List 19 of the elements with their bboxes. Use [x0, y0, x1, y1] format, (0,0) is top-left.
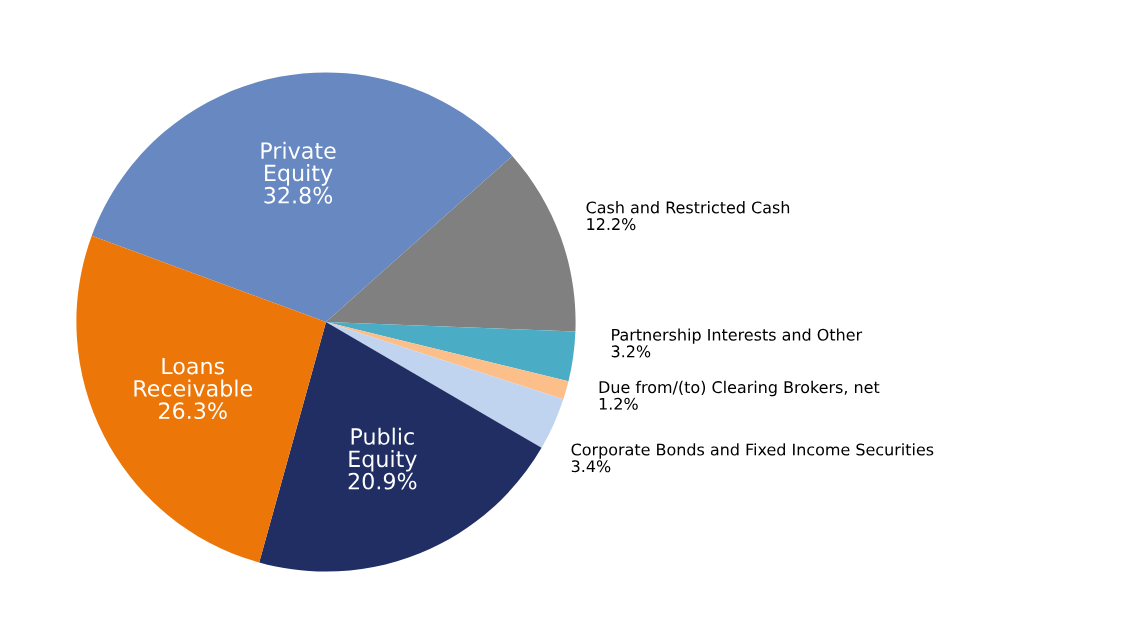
pie-slice: [326, 322, 564, 448]
pie-slice: [259, 322, 542, 572]
data-label: 26.3%: [159, 402, 227, 420]
slice-label: Due from/(to) Clearing Brokers, net: [599, 380, 880, 397]
data-label: 3.4%: [571, 460, 611, 473]
data-label: 32.8%: [264, 186, 333, 204]
pie-slice: [326, 322, 576, 382]
pie-slice: [91, 72, 513, 322]
slice-label: Private Equity: [261, 141, 336, 186]
slice-label: Partnership Interests and Other: [612, 328, 863, 344]
slice-label: Cash and Restricted Cash: [586, 201, 790, 214]
pie-slice: [76, 235, 326, 563]
data-label: 3.2%: [611, 345, 651, 358]
slice-label: Loans Receivable: [134, 357, 252, 397]
data-label: 20.9%: [348, 472, 417, 490]
slice-label: Corporate Bonds and Fixed Income Securities: [571, 443, 934, 459]
data-label: 12.2%: [587, 218, 636, 231]
slice-label: Public Equity: [349, 427, 417, 472]
data-label: 1.2%: [599, 397, 638, 410]
